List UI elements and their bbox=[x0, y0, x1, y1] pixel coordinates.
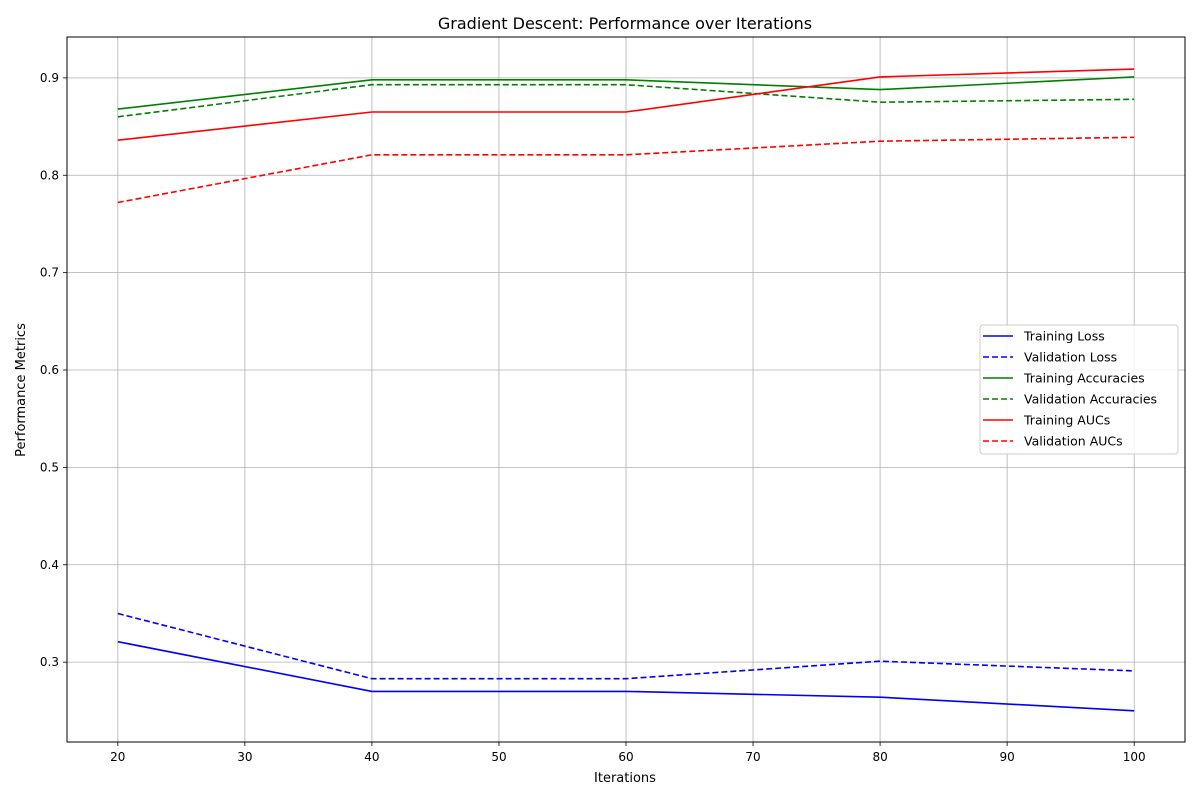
legend-label-training-aucs: Training AUCs bbox=[1023, 413, 1110, 428]
y-tick-label: 0.8 bbox=[40, 168, 59, 182]
x-tick-label: 30 bbox=[237, 750, 252, 764]
legend: Training Loss Validation Loss Training Acc… bbox=[979, 324, 1179, 455]
x-tick-label: 60 bbox=[618, 750, 633, 764]
y-axis-ticks: 0.3 0.4 0.5 0.6 0.7 0.8 0.9 bbox=[40, 71, 67, 669]
validation-aucs-line bbox=[117, 136, 1135, 204]
y-tick-label: 0.9 bbox=[40, 71, 59, 85]
x-axis-label: Iterations bbox=[594, 771, 656, 786]
legend-label-training-loss: Training Loss bbox=[1023, 329, 1105, 344]
x-axis-ticks: 20 30 40 50 60 70 80 90 100 bbox=[110, 742, 1146, 764]
y-tick-label: 0.4 bbox=[40, 558, 59, 572]
legend-box bbox=[979, 324, 1179, 455]
x-tick-label: 20 bbox=[110, 750, 125, 764]
legend-label-validation-aucs: Validation AUCs bbox=[1024, 434, 1123, 449]
chart-title: Gradient Descent: Performance over Itera… bbox=[438, 14, 812, 33]
validation-loss-line bbox=[117, 612, 1135, 680]
legend-label-validation-accuracies: Validation Accuracies bbox=[1024, 392, 1157, 407]
series-lines bbox=[117, 68, 1135, 712]
x-tick-label: 80 bbox=[872, 750, 887, 764]
x-tick-label: 40 bbox=[364, 750, 379, 764]
training-loss-line bbox=[117, 640, 1135, 712]
x-tick-label: 90 bbox=[999, 750, 1014, 764]
legend-label-training-accuracies: Training Accuracies bbox=[1023, 371, 1145, 386]
y-tick-label: 0.7 bbox=[40, 266, 59, 280]
training-aucs-line bbox=[117, 68, 1135, 141]
legend-label-validation-loss: Validation Loss bbox=[1024, 350, 1117, 365]
x-tick-label: 100 bbox=[1123, 750, 1146, 764]
validation-accuracies-line bbox=[117, 83, 1135, 118]
training-accuracies-line bbox=[117, 76, 1135, 110]
y-tick-label: 0.6 bbox=[40, 363, 59, 377]
x-tick-label: 50 bbox=[491, 750, 506, 764]
y-tick-label: 0.3 bbox=[40, 655, 59, 669]
y-axis-label: Performance Metrics bbox=[14, 323, 29, 457]
x-tick-label: 70 bbox=[745, 750, 760, 764]
y-tick-label: 0.5 bbox=[40, 460, 59, 474]
